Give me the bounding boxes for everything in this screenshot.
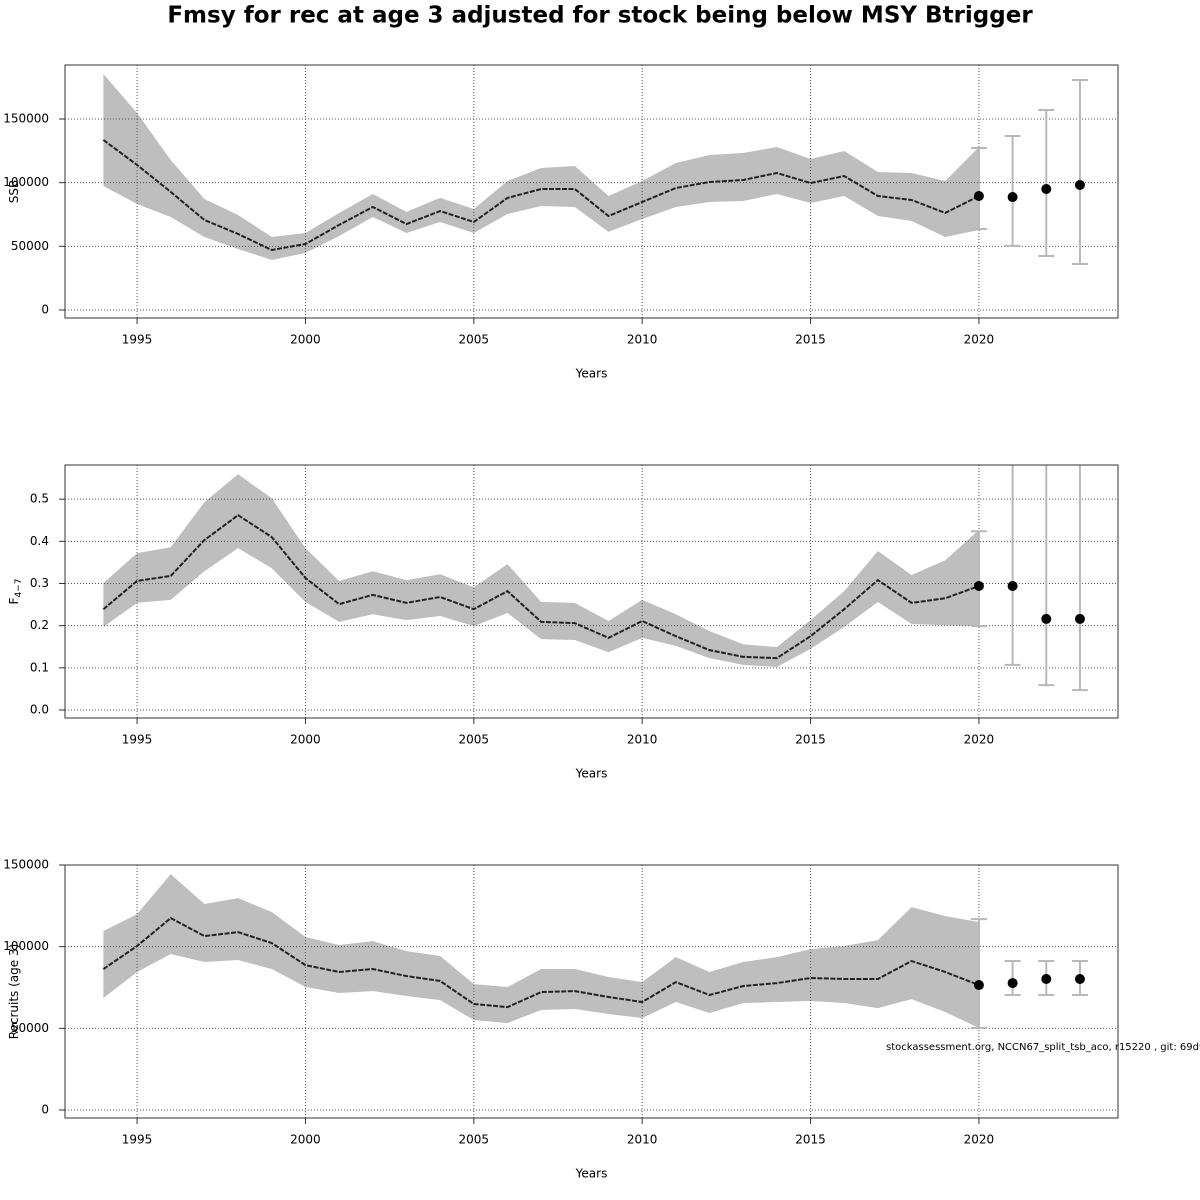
y-tick-label: 0 — [41, 1102, 49, 1116]
x-tick-label: 2005 — [459, 1133, 490, 1147]
y-tick-label: 50000 — [11, 239, 49, 253]
x-tick-label: 2010 — [627, 333, 658, 347]
x-tick-label: 2015 — [795, 733, 826, 747]
plot-area — [65, 465, 1118, 718]
x-tick-label: 2000 — [290, 333, 321, 347]
estimate-line — [102, 513, 980, 660]
estimate-line — [102, 916, 980, 1009]
y-tick-label: 50000 — [11, 1021, 49, 1035]
y-tick-label: 150000 — [3, 111, 49, 125]
y-tick-label: 0.3 — [30, 576, 49, 590]
panel: 1995 2000 2005 2010 2015 2020 0 50000 100000 1500… — [3, 858, 1119, 1181]
y-tick-label: 0.0 — [30, 702, 49, 716]
estimate-line — [102, 139, 980, 252]
plot-frame — [64, 864, 1119, 1119]
forecast-point — [1074, 974, 1085, 985]
x-tick-label: 1995 — [122, 333, 153, 347]
y-axis-label: SSB — [7, 180, 21, 203]
forecast-point — [973, 980, 984, 991]
forecast-point — [1041, 184, 1052, 195]
panel: 1995 2000 2005 2010 2015 2020 0.0 0.1 0.2 0.3 0.4 0… — [7, 464, 1119, 781]
y-axis-label-main: SSB — [7, 180, 21, 203]
forecast-point — [973, 191, 984, 202]
y-tick-label: 150000 — [3, 858, 49, 872]
y-tick-label: 0.5 — [30, 492, 49, 506]
x-tick-label: 1995 — [122, 733, 153, 747]
forecast-point — [1007, 581, 1018, 592]
x-tick-label: 2015 — [795, 1133, 826, 1147]
x-axis-label: Years — [575, 1167, 608, 1181]
y-axis-label-main: Recruits (age 3) — [7, 944, 21, 1040]
plot-area — [65, 865, 1118, 1118]
x-axis-label: Years — [575, 767, 608, 781]
panel: 1995 2000 2005 2010 2015 2020 0 50000 100000 1500… — [3, 64, 1119, 381]
forecast-point — [973, 581, 984, 592]
x-tick-label: 2020 — [964, 733, 995, 747]
x-tick-label: 2020 — [964, 1133, 995, 1147]
y-tick-label: 100000 — [3, 175, 49, 189]
x-tick-label: 2005 — [459, 733, 490, 747]
forecast-point — [1007, 192, 1018, 203]
x-axis-label: Years — [575, 367, 608, 381]
forecast-point — [1074, 613, 1085, 624]
plot-area — [65, 65, 1118, 318]
y-axis-label: Recruits (age 3) — [7, 944, 21, 1040]
y-tick-label: 0.2 — [30, 618, 49, 632]
y-tick-label: 100000 — [3, 939, 49, 953]
confidence-band — [103, 74, 979, 260]
x-tick-label: 2000 — [290, 733, 321, 747]
plot-frame — [64, 64, 1119, 319]
y-axis-label: F4−7 — [7, 579, 24, 605]
x-tick-label: 2010 — [627, 1133, 658, 1147]
forecast-point — [1074, 179, 1085, 190]
forecast-point — [1041, 613, 1052, 624]
figure-title: Fmsy for rec at age 3 adjusted for stock… — [167, 3, 1033, 29]
footnote: stockassessment.org, NCCN67_split_tsb_ac… — [886, 1042, 1200, 1053]
confidence-band — [103, 474, 979, 667]
plot-frame — [64, 464, 1119, 719]
forecast-point — [1041, 974, 1052, 985]
confidence-band — [103, 874, 979, 1029]
y-tick-label: 0 — [41, 302, 49, 316]
x-tick-label: 2005 — [459, 333, 490, 347]
x-tick-label: 1995 — [122, 1133, 153, 1147]
x-tick-label: 2010 — [627, 733, 658, 747]
x-tick-label: 2020 — [964, 333, 995, 347]
x-tick-label: 2000 — [290, 1133, 321, 1147]
y-axis-label-subscript: 4−7 — [14, 579, 24, 598]
forecast-point — [1007, 978, 1018, 989]
y-tick-label: 0.1 — [30, 660, 49, 674]
x-tick-label: 2015 — [795, 333, 826, 347]
y-axis-label-main: F — [7, 597, 21, 604]
y-tick-label: 0.4 — [30, 534, 49, 548]
